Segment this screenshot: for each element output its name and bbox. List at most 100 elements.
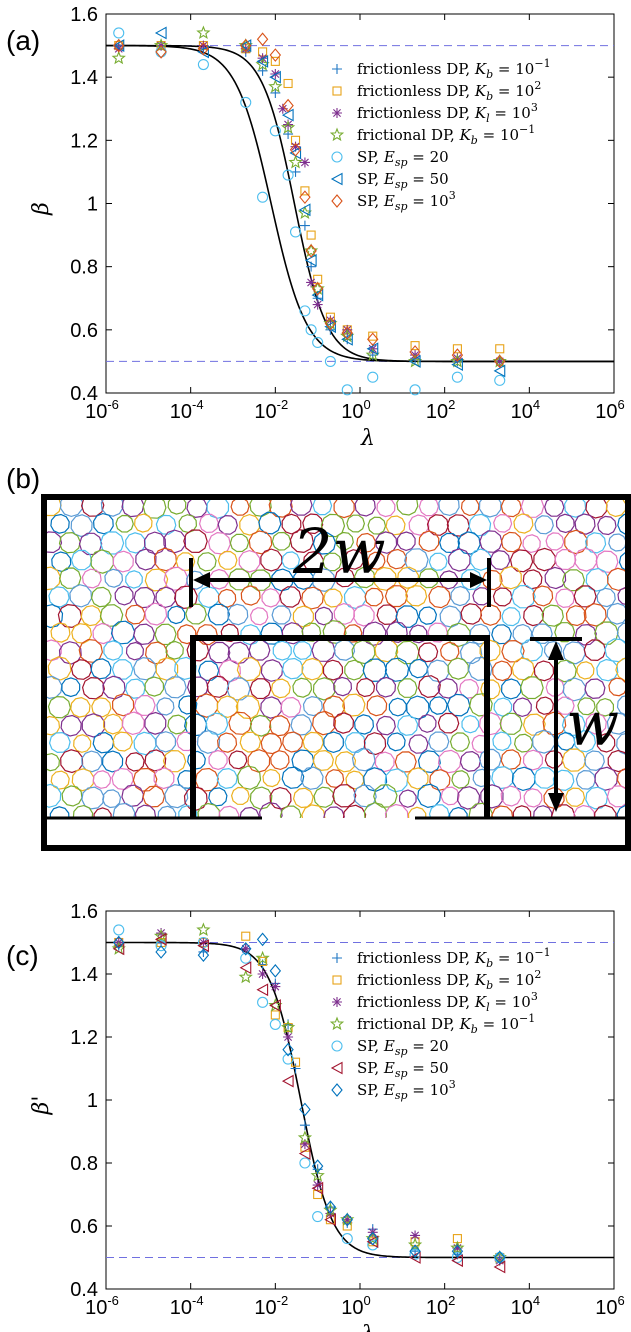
particle (555, 513, 575, 534)
particle (312, 531, 337, 555)
particle (227, 568, 251, 591)
particle (70, 549, 93, 571)
point-a-6-7 (289, 142, 302, 157)
particle (322, 659, 344, 681)
particle (366, 695, 388, 717)
particle (99, 604, 124, 627)
particle (248, 530, 273, 555)
particle (155, 514, 177, 535)
particle (417, 783, 442, 809)
point-c-6-14 (494, 1250, 506, 1265)
particle (596, 587, 616, 608)
xtick-label-a-5: 104 (511, 397, 540, 423)
particle (406, 695, 430, 720)
particle (153, 767, 175, 790)
particle (544, 497, 565, 517)
particle (499, 565, 522, 590)
particle (554, 548, 577, 571)
particle (500, 678, 522, 700)
particle (111, 767, 134, 791)
ytick-label-c-3: 1 (87, 1090, 98, 1112)
point-a-3-16 (492, 353, 507, 368)
ytick-label-c-6: 1.6 (70, 901, 98, 923)
plot-area-c (105, 910, 615, 1290)
particle (417, 642, 439, 663)
particle (437, 677, 459, 699)
particle (479, 530, 503, 553)
particle (121, 784, 145, 808)
point-c-5-9 (324, 1213, 336, 1227)
particle (153, 547, 178, 572)
particle (220, 623, 240, 643)
particle (206, 675, 230, 698)
particle (238, 549, 261, 573)
particle (493, 513, 513, 533)
particle (554, 622, 576, 643)
particle (500, 785, 522, 807)
particle (439, 605, 462, 628)
point-c-5-4 (256, 983, 269, 997)
point-c-5-6 (281, 1074, 294, 1088)
particle (125, 641, 145, 661)
particle (272, 640, 292, 661)
point-c-2-7 (299, 1139, 310, 1150)
point-c-6-4 (256, 932, 269, 947)
particle (451, 770, 470, 789)
point-c-4-4 (257, 996, 269, 1008)
particle (133, 623, 156, 646)
particle (92, 731, 115, 754)
point-a-4-5 (269, 125, 281, 137)
particle (289, 497, 313, 516)
particle (59, 497, 84, 518)
particle (439, 641, 460, 662)
particle (247, 749, 271, 773)
point-a-4-16 (494, 374, 506, 386)
particle (545, 678, 565, 697)
particle (428, 552, 448, 571)
ytick-label-c-1: 0.6 (70, 1216, 98, 1238)
point-a-4-11 (324, 355, 336, 367)
particle (163, 676, 187, 699)
xtick-label-c-4: 102 (426, 1293, 455, 1319)
point-c-2-6 (283, 1032, 294, 1042)
particle (460, 497, 480, 517)
particle (111, 693, 135, 717)
point-c-2-12 (410, 1230, 421, 1241)
particle (173, 585, 198, 610)
particle (249, 678, 272, 700)
particle (394, 751, 417, 773)
particle (207, 531, 231, 555)
ytick-label-a-4: 1.2 (70, 130, 98, 152)
particle (367, 516, 387, 535)
particle (92, 512, 114, 535)
particle (132, 767, 158, 792)
particle (300, 766, 324, 790)
legend-marker-a-6 (331, 194, 343, 208)
point-c-3-2 (196, 922, 211, 936)
particle (289, 529, 314, 554)
ytick-label-c-0: 0.4 (70, 1279, 98, 1301)
particle (239, 731, 262, 753)
particle (386, 732, 406, 752)
particle (574, 513, 596, 535)
particle (135, 548, 157, 571)
point-a-6-4 (256, 32, 269, 47)
point-c-4-0 (113, 924, 125, 936)
particle (133, 656, 157, 681)
ytick-label-a-5: 1.4 (70, 67, 98, 89)
particle (312, 497, 333, 516)
particle (270, 678, 291, 699)
particle (133, 586, 156, 609)
particle (271, 531, 292, 551)
particle (513, 733, 534, 753)
particle (407, 767, 429, 790)
fit-curve-a-1 (106, 44, 614, 363)
particle (544, 566, 567, 590)
particle (428, 696, 448, 715)
particle (438, 497, 460, 517)
particle (460, 568, 483, 591)
particle (302, 550, 324, 573)
legend-marker-c-5 (330, 1061, 343, 1075)
